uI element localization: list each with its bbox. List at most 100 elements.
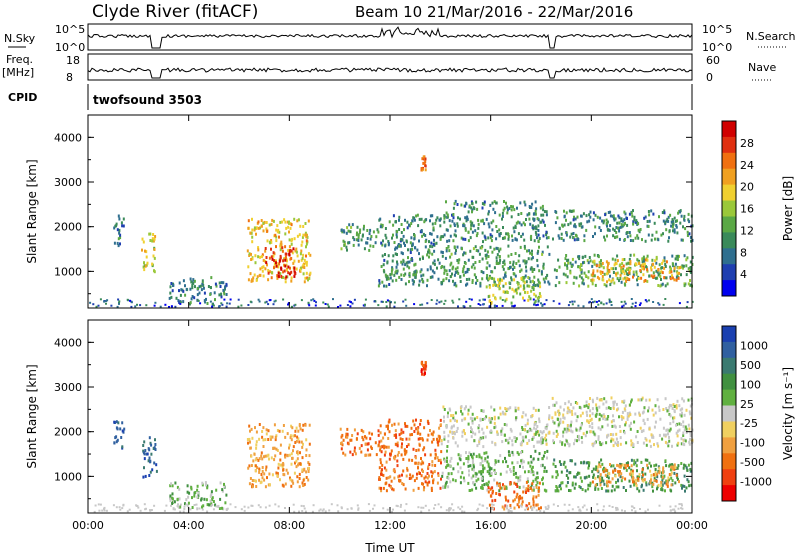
freq-panel: Freq. [MHz] 18 8 60 0 Nave [2, 53, 776, 84]
velocity-regions [113, 360, 694, 511]
nave-label: Nave [748, 61, 776, 74]
freq-label: Freq. [6, 53, 33, 66]
velocity-colorbar-tick-2: 100 [740, 378, 761, 391]
power-region-11 [552, 209, 694, 243]
power-ytick-label-2: 3000 [54, 176, 82, 189]
velocity-region-5 [377, 418, 443, 493]
freq-frame [87, 53, 693, 81]
power-regions [113, 155, 694, 306]
velocity-region-8 [441, 449, 549, 493]
nave-tick-bottom: 0 [706, 71, 713, 84]
velocity-region-0 [113, 420, 126, 450]
nsearch-label: N.Search [746, 30, 796, 43]
velocity-colorbar-tick-3: 25 [740, 398, 754, 411]
nsearch-tick-bottom: 10^0 [702, 41, 732, 54]
power-colorbar-tick-4: 20 [740, 181, 754, 194]
freq-tick-top: 18 [66, 54, 80, 67]
power-colorbar-seg-4 [722, 184, 736, 201]
velocity-colorbar-tick-6: -500 [740, 456, 765, 469]
power-colorbar-seg-6 [722, 216, 736, 233]
velocity-colorbar-seg-8 [722, 453, 736, 470]
power-region-8 [440, 199, 550, 244]
xtick-label-2: 08:00 [273, 519, 305, 532]
velocity-region-4 [339, 427, 380, 457]
xtick-label-0: 00:00 [72, 519, 104, 532]
velocity-region-9 [487, 480, 542, 511]
velocity-colorbar-seg-4 [722, 389, 736, 406]
power-region-7 [420, 155, 427, 172]
nsky-panel: N.Sky 10^5 10^0 10^5 10^0 N.Search [4, 23, 796, 54]
velocity-colorbar-tick-5: -100 [740, 437, 765, 450]
power-colorbar-tick-6: 28 [740, 137, 754, 150]
velocity-colorbar-tick-0: 1000 [740, 339, 768, 352]
freq-unit: [MHz] [2, 66, 34, 79]
power-colorbar-seg-3 [722, 168, 736, 186]
power-region-0 [113, 214, 125, 248]
power-colorbar-label: Power [dB] [781, 176, 795, 241]
power-colorbar-seg-1 [722, 136, 736, 154]
xtick-label-3: 12:00 [374, 519, 406, 532]
power-colorbar-tick-3: 16 [740, 203, 754, 216]
velocity-ytick-label-2: 3000 [54, 381, 82, 394]
velocity-region-2 [169, 481, 228, 511]
velocity-ground-scatter [93, 503, 684, 513]
power-colorbar-seg-8 [722, 248, 736, 265]
cpid-value: twofsound 3503 [93, 93, 202, 107]
velocity-colorbar-seg-1 [722, 341, 736, 359]
beam-date-title: Beam 10 21/Mar/2016 - 22/Mar/2016 [355, 3, 633, 21]
velocity-colorbar-seg-5 [722, 405, 736, 422]
power-region-3 [246, 217, 312, 284]
velocity-colorbar-seg-2 [722, 357, 736, 375]
power-ytick-label-1: 2000 [54, 221, 82, 234]
nave-tick-top: 60 [706, 54, 720, 67]
power-ytick-label-3: 4000 [54, 131, 82, 144]
velocity-region-12 [591, 463, 680, 488]
cpid-label: CPID [8, 91, 37, 104]
velocity-colorbar-tick-1: 500 [740, 359, 761, 372]
power-colorbar-seg-10 [722, 280, 736, 297]
velocity-colorbar-seg-10 [722, 485, 736, 502]
x-axis-label: Time UT [364, 541, 415, 554]
freq-trace [87, 67, 693, 79]
freq-tick-bottom: 8 [66, 71, 73, 84]
xtick-label-6: 00:00 [676, 519, 708, 532]
velocity-region-1 [142, 436, 158, 479]
nsky-frame [87, 23, 693, 51]
power-region-13 [591, 258, 681, 284]
nsky-label: N.Sky [4, 32, 36, 45]
velocity-ylabel: Slant Range [km] [25, 364, 39, 468]
power-ground-scatter [89, 298, 694, 308]
power-colorbar-tick-1: 8 [740, 246, 747, 259]
station-title: Clyde River (fitACF) [92, 2, 258, 22]
velocity-region-10 [551, 396, 694, 448]
power-colorbar-seg-7 [722, 232, 736, 249]
velocity-colorbar-label: Velocity [m s⁻¹] [781, 367, 795, 460]
velocity-ytick-label-1: 2000 [54, 426, 82, 439]
velocity-region-7 [440, 405, 551, 449]
power-region-6 [377, 213, 442, 288]
power-region-5 [340, 223, 379, 252]
xtick-label-1: 04:00 [173, 519, 205, 532]
power-colorbar-seg-5 [722, 200, 736, 217]
power-colorbar-seg-9 [722, 264, 736, 281]
nsky-tick-bottom: 10^0 [55, 41, 85, 54]
power-region-4 [264, 245, 297, 279]
power-colorbar-tick-5: 24 [740, 159, 754, 172]
velocity-colorbar: 1000 500 100 25 -25 -100 -500 -1000 Velocity [m … [721, 325, 795, 502]
velocity-region-3 [246, 422, 311, 489]
power-region-2 [168, 276, 228, 306]
power-colorbar-tick-0: 4 [740, 268, 747, 281]
power-colorbar-seg-2 [722, 152, 736, 170]
power-panel: 1000 2000 3000 4000 Slant Range [km] 4 8 12 16 20… [25, 114, 795, 309]
velocity-colorbar-seg-7 [722, 437, 736, 454]
velocity-colorbar-tick-7: -1000 [740, 476, 772, 489]
velocity-ytick-label-3: 4000 [54, 336, 82, 349]
power-ytick-label-0: 1000 [54, 265, 82, 278]
power-colorbar: 4 8 12 16 20 24 28 Power [dB] [721, 120, 795, 297]
power-region-10 [485, 276, 542, 305]
velocity-region-6 [420, 360, 428, 377]
velocity-colorbar-seg-6 [722, 421, 736, 438]
power-colorbar-seg-0 [722, 121, 736, 138]
power-region-9 [440, 244, 551, 288]
